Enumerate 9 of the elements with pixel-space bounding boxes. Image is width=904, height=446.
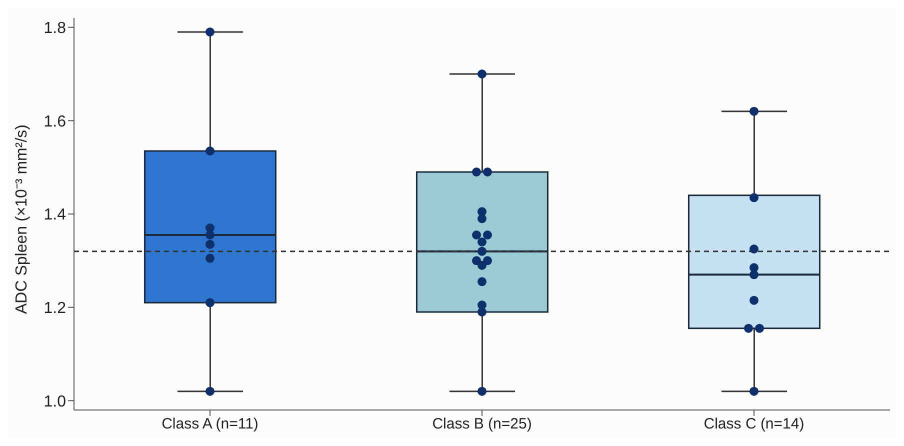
y-axis-title: ADC Spleen (×10⁻³ mm²/s): [14, 124, 31, 314]
y-tick-label: 1.2: [44, 300, 66, 318]
y-tick-label: 1.4: [44, 206, 66, 224]
y-tick-label: 1.6: [44, 113, 66, 130]
x-tick-label: Class B (n=25): [432, 416, 532, 433]
y-tick-label: 1.0: [44, 393, 66, 410]
x-tick-label: Class C (n=14): [704, 416, 804, 433]
y-tick-label: 1.8: [44, 20, 66, 38]
x-tick-label: Class A (n=11): [162, 416, 258, 433]
